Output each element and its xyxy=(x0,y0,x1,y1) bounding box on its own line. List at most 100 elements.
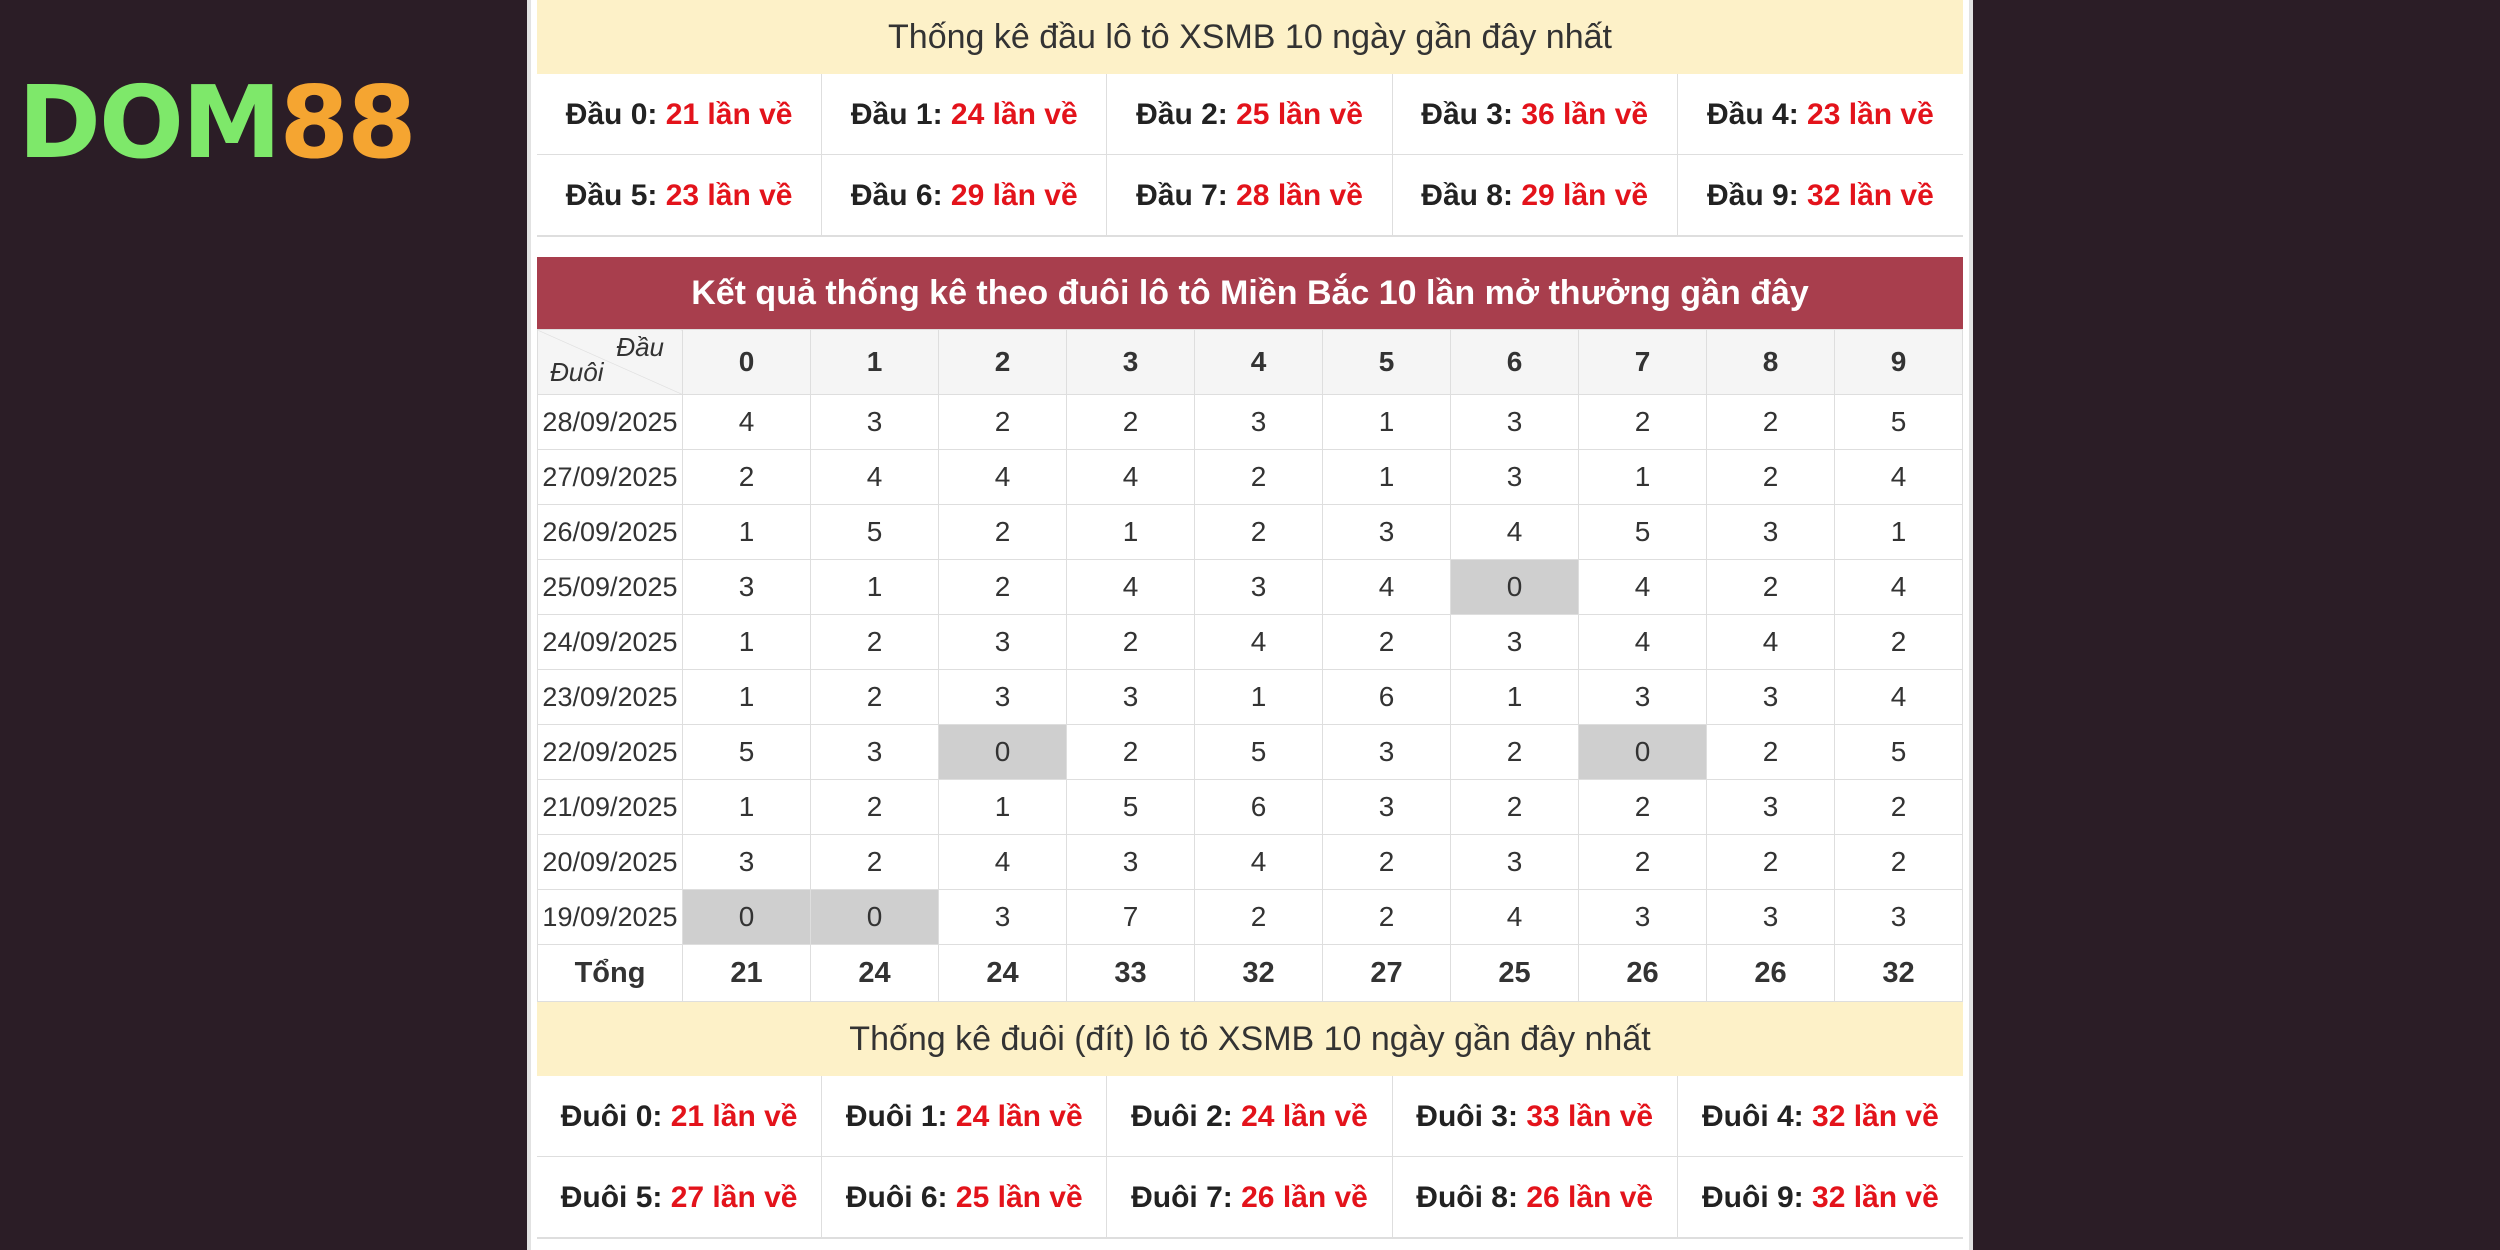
duoi-stat-value: 26 lần về xyxy=(1526,1181,1654,1214)
total-cell: 25 xyxy=(1450,944,1579,1002)
table-cell: 2 xyxy=(810,614,939,670)
dau-stat-4: Đầu 4: 23 lần về xyxy=(1677,74,1963,155)
duoi-stats-grid: Đuôi 0: 21 lần về Đuôi 1: 24 lần về Đuôi 2… xyxy=(537,1076,1963,1239)
table-cell: 2 xyxy=(1834,834,1963,890)
duoi-stat-9: Đuôi 9: 32 lần về xyxy=(1677,1157,1963,1238)
table-cell: 0 xyxy=(938,724,1067,780)
table-cell: 2 xyxy=(810,779,939,835)
table-cell: 2 xyxy=(1066,394,1195,450)
column-header-9: 9 xyxy=(1834,329,1963,395)
duoi-stats-title: Thống kê đuôi (đít) lô tô XSMB 10 ngày g… xyxy=(537,1002,1963,1076)
table-cell: 1 xyxy=(682,614,811,670)
table-row: 27/09/2025 2 4 4 4 2 1 3 1 2 4 xyxy=(537,449,1963,505)
duoi-stat-label: Đuôi 4: xyxy=(1702,1100,1804,1133)
table-cell: 6 xyxy=(1194,779,1323,835)
duoi-stat-0: Đuôi 0: 21 lần về xyxy=(537,1076,823,1157)
table-row: 23/09/2025 1 2 3 3 1 6 1 3 3 4 xyxy=(537,669,1963,725)
table-cell: 3 xyxy=(810,724,939,780)
table-cell: 2 xyxy=(1706,559,1835,615)
corner-label-dau: Đầu xyxy=(616,332,664,362)
table-cell: 2 xyxy=(1706,394,1835,450)
table-cell: 1 xyxy=(1578,449,1707,505)
table-cell: 4 xyxy=(1322,559,1451,615)
dau-stat-0: Đầu 0: 21 lần về xyxy=(537,74,823,155)
table-cell: 2 xyxy=(810,834,939,890)
table-cell: 2 xyxy=(1194,449,1323,505)
table-row: 22/09/2025 5 3 0 2 5 3 2 0 2 5 xyxy=(537,724,1963,780)
table-cell: 3 xyxy=(1322,504,1451,560)
duoi-stat-2: Đuôi 2: 24 lần về xyxy=(1107,1076,1393,1157)
duoi-stat-label: Đuôi 8: xyxy=(1416,1181,1518,1214)
duoi-stat-value: 27 lần về xyxy=(670,1181,798,1214)
table-cell: 1 xyxy=(1834,504,1963,560)
table-cell: 4 xyxy=(1066,559,1195,615)
dau-stat-5: Đầu 5: 23 lần về xyxy=(537,155,823,236)
duoi-stat-value: 24 lần về xyxy=(955,1100,1083,1133)
table-cell: 3 xyxy=(1194,394,1323,450)
table-cell: 3 xyxy=(1450,449,1579,505)
table-cell: 3 xyxy=(938,889,1067,945)
dom88-logo[interactable]: DOM 88 xyxy=(18,73,417,173)
table-cell: 1 xyxy=(810,559,939,615)
table-cell: 2 xyxy=(1450,779,1579,835)
table-row: 28/09/2025 4 3 2 2 3 1 3 2 2 5 xyxy=(537,394,1963,450)
row-date: 23/09/2025 xyxy=(537,669,683,725)
duoi-stat-label: Đuôi 1: xyxy=(845,1100,948,1133)
dau-stat-label: Đầu 9: xyxy=(1707,179,1799,212)
table-cell: 1 xyxy=(1450,669,1579,725)
table-cell: 2 xyxy=(1066,614,1195,670)
row-date: 20/09/2025 xyxy=(537,834,683,890)
table-cell: 2 xyxy=(938,504,1067,560)
table-row: 19/09/2025 0 0 3 7 2 2 4 3 3 3 xyxy=(537,889,1963,945)
duoi-stat-value: 21 lần về xyxy=(670,1100,798,1133)
table-cell: 2 xyxy=(1706,724,1835,780)
duoi-stat-5: Đuôi 5: 27 lần về xyxy=(537,1157,823,1238)
table-cell: 4 xyxy=(1834,449,1963,505)
table-cell: 1 xyxy=(938,779,1067,835)
table-cell: 4 xyxy=(1578,559,1707,615)
table-cell: 0 xyxy=(682,889,811,945)
table-cell: 2 xyxy=(1322,614,1451,670)
table-cell: 3 xyxy=(938,669,1067,725)
dau-stat-value: 23 lần về xyxy=(665,179,793,212)
dau-stat-2: Đầu 2: 25 lần về xyxy=(1107,74,1393,155)
dau-stat-8: Đầu 8: 29 lần về xyxy=(1392,155,1678,236)
table-cell: 4 xyxy=(1834,559,1963,615)
table-cell: 6 xyxy=(1322,669,1451,725)
table-cell: 3 xyxy=(1450,834,1579,890)
table-cell: 4 xyxy=(1194,834,1323,890)
table-cell: 5 xyxy=(1578,504,1707,560)
row-date: 21/09/2025 xyxy=(537,779,683,835)
table-cell: 4 xyxy=(1450,504,1579,560)
table-cell: 5 xyxy=(810,504,939,560)
table-cell: 5 xyxy=(1834,724,1963,780)
row-date: 25/09/2025 xyxy=(537,559,683,615)
table-cell: 5 xyxy=(1834,394,1963,450)
table-cell: 2 xyxy=(1322,834,1451,890)
table-cell: 3 xyxy=(1450,614,1579,670)
total-row: Tổng 21 24 24 33 32 27 25 26 26 32 xyxy=(537,944,1963,1002)
table-cell: 2 xyxy=(1194,504,1323,560)
table-cell: 1 xyxy=(682,504,811,560)
duoi-stat-label: Đuôi 3: xyxy=(1416,1100,1518,1133)
table-cell: 5 xyxy=(1066,779,1195,835)
table-row: 21/09/2025 1 2 1 5 6 3 2 2 3 2 xyxy=(537,779,1963,835)
table-corner-header: Đầu Đuôi xyxy=(537,329,683,395)
table-cell: 0 xyxy=(1450,559,1579,615)
table-cell: 1 xyxy=(1322,449,1451,505)
table-cell: 3 xyxy=(682,559,811,615)
table-cell: 4 xyxy=(1578,614,1707,670)
duoi-stat-value: 24 lần về xyxy=(1241,1100,1368,1133)
total-cell: 26 xyxy=(1706,944,1835,1002)
dau-stat-1: Đầu 1: 24 lần về xyxy=(822,74,1108,155)
table-cell: 2 xyxy=(1322,889,1451,945)
column-header-0: 0 xyxy=(682,329,811,395)
table-cell: 5 xyxy=(1194,724,1323,780)
table-cell: 3 xyxy=(1578,669,1707,725)
column-header-5: 5 xyxy=(1322,329,1451,395)
dau-stats-grid: Đầu 0: 21 lần về Đầu 1: 24 lần về Đầu 2: 2… xyxy=(537,74,1963,237)
column-header-4: 4 xyxy=(1194,329,1323,395)
duoi-stat-label: Đuôi 9: xyxy=(1702,1181,1804,1214)
column-header-6: 6 xyxy=(1450,329,1579,395)
table-cell: 2 xyxy=(1578,834,1707,890)
